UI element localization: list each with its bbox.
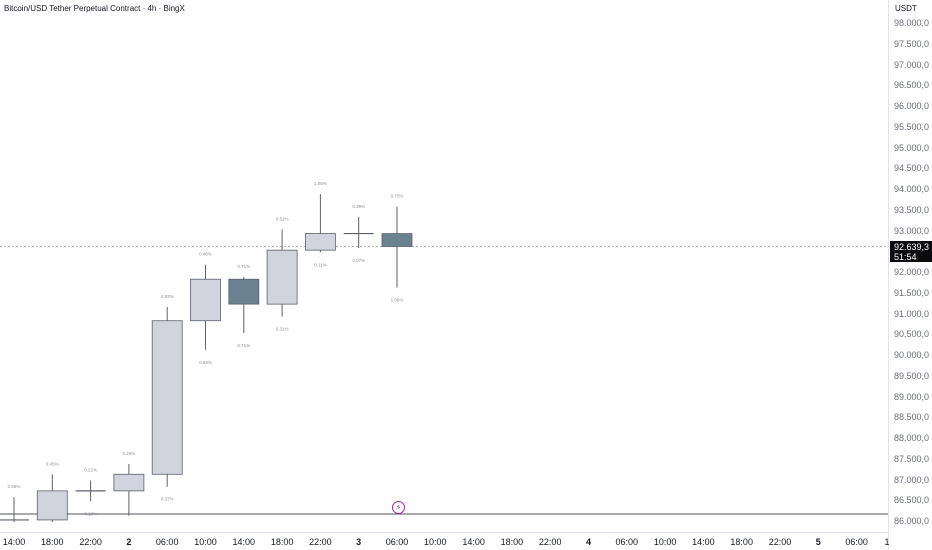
price-tick-label: 93.500,0 xyxy=(894,204,930,215)
price-tick-label: 95.500,0 xyxy=(894,121,930,132)
price-tick-label: 90.000,0 xyxy=(894,350,930,360)
price-tick-label: 94.500,0 xyxy=(894,163,930,174)
price-tick-label: 98.000,0 xyxy=(894,18,930,28)
price-tick-label: 87.500,0 xyxy=(894,453,930,464)
candle-body xyxy=(381,233,413,247)
lightning-icon[interactable]: ⚡ xyxy=(392,501,405,514)
chart-title: Bitcoin/USD Tether Perpetual Contract · … xyxy=(4,4,185,13)
candle-high-label: 1.05% xyxy=(314,181,327,186)
price-tick-label: 96.000,0 xyxy=(894,101,930,111)
price-tick-label: 89.000,0 xyxy=(894,391,930,402)
candle-high-label: 0.26% xyxy=(123,451,136,456)
candle-high-label: 0.45% xyxy=(46,461,59,466)
candle-low-label: 0.07% xyxy=(352,258,365,263)
candle-high-label: 0.71% xyxy=(237,264,250,269)
time-tick-label: 22:00 xyxy=(309,537,332,547)
candle-high-label: 0.39% xyxy=(352,204,365,209)
price-tick-label: 86.500,0 xyxy=(894,495,930,506)
time-axis-divider xyxy=(0,532,888,533)
price-tick-label: 91.000,0 xyxy=(894,308,930,319)
price-tick-label: 89.500,0 xyxy=(894,370,930,381)
price-tick-label: 94.000,0 xyxy=(894,184,930,194)
price-tick-label: 86.000,0 xyxy=(894,516,930,526)
last-price-badge: 92.639,3 51:54 xyxy=(890,241,932,262)
time-tick-label: 14:00 xyxy=(232,537,256,547)
bar-countdown: 51:54 xyxy=(894,252,917,262)
price-chart[interactable]: 0.66% 0.45% 0.22% 0.18% 0.26% 3.93% 0.37% 0.46%… xyxy=(0,0,888,532)
candle-body xyxy=(266,249,298,305)
price-tick-label: 93.000,0 xyxy=(894,225,930,236)
time-tick-label: 1 xyxy=(884,537,890,547)
time-tick-label: 06:00 xyxy=(845,537,868,547)
price-tick-label: 92.000,0 xyxy=(894,267,930,277)
price-axis-divider xyxy=(888,0,889,550)
candle-low-label: 1.06% xyxy=(391,298,404,303)
candle-body xyxy=(151,320,183,475)
price-tick-label: 90.500,0 xyxy=(894,329,930,340)
price-tick-label: 97.500,0 xyxy=(894,38,930,49)
time-tick-label: 22:00 xyxy=(79,537,102,547)
time-tick-label: 06:00 xyxy=(385,537,409,547)
time-tick-label: 06:00 xyxy=(615,537,639,547)
time-tick-label: 10:00 xyxy=(653,537,677,547)
time-tick-label: 14:00 xyxy=(2,537,26,547)
time-tick-label: 18:00 xyxy=(270,537,294,547)
candle-high-label: 0.75% xyxy=(391,194,404,199)
candle-low-label: 0.18% xyxy=(84,511,97,516)
candle-high-label: 0.22% xyxy=(84,468,97,473)
price-tick-label: 88.500,0 xyxy=(894,412,930,423)
time-tick-label: 3 xyxy=(356,537,362,547)
time-tick-label: 5 xyxy=(815,537,821,547)
candle-body xyxy=(113,473,145,492)
price-tick-label: 91.500,0 xyxy=(894,287,930,298)
price-tick-label: 95.000,0 xyxy=(894,142,930,153)
time-tick-label: 10:00 xyxy=(194,537,217,547)
candle-low-label: 0.37% xyxy=(161,497,174,502)
candle-body xyxy=(190,278,221,322)
candle-high-label: 0.51% xyxy=(276,216,289,221)
time-tick-label: 10:00 xyxy=(424,537,447,547)
currency-label[interactable]: USDT xyxy=(895,4,917,13)
price-tick-label: 97.000,0 xyxy=(894,59,930,70)
candle-body xyxy=(304,233,336,251)
candle-low-label: 0.71% xyxy=(237,343,250,348)
candle-high-label: 0.66% xyxy=(8,484,21,489)
time-tick-label: 22:00 xyxy=(538,537,562,547)
candle-body xyxy=(228,278,260,305)
time-tick-label: 18:00 xyxy=(730,537,753,547)
time-tick-label: 22:00 xyxy=(768,537,792,547)
price-tick-label: 96.500,0 xyxy=(894,80,930,91)
time-tick-label: 2 xyxy=(126,537,132,547)
time-tick-label: 14:00 xyxy=(692,537,715,547)
candle-low-label: 0.69% xyxy=(199,360,212,365)
candle-low-label: 0.31% xyxy=(276,327,289,332)
candle-high-label: 0.46% xyxy=(199,252,212,257)
time-tick-label: 4 xyxy=(585,537,592,547)
time-tick-label: 18:00 xyxy=(500,537,524,547)
last-price-value: 92.639,3 xyxy=(894,242,930,252)
candle-body xyxy=(36,490,68,521)
time-tick-label: 18:00 xyxy=(41,537,64,547)
price-tick-label: 88.000,0 xyxy=(894,433,930,443)
candle-low-label: 0.11% xyxy=(314,262,326,267)
candle-high-label: 3.93% xyxy=(161,294,174,299)
time-tick-label: 06:00 xyxy=(155,537,179,547)
time-tick-label: 14:00 xyxy=(462,537,485,547)
price-tick-label: 87.000,0 xyxy=(894,474,930,485)
